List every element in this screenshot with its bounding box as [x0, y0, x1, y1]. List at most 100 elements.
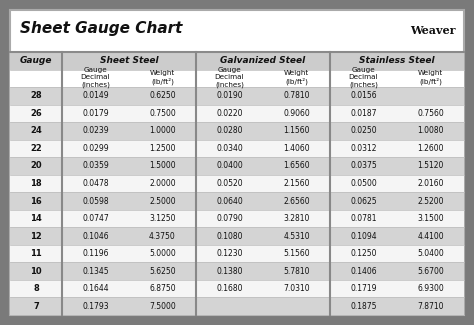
- Text: 16: 16: [30, 197, 42, 205]
- Text: 2.0160: 2.0160: [417, 179, 444, 188]
- Bar: [10, 122, 464, 140]
- Text: 0.0220: 0.0220: [216, 109, 243, 118]
- Text: Sheet Gauge Chart: Sheet Gauge Chart: [20, 21, 182, 36]
- Bar: [10, 175, 464, 192]
- Text: 6.9300: 6.9300: [417, 284, 444, 293]
- Text: 0.7560: 0.7560: [417, 109, 444, 118]
- Text: 3.2810: 3.2810: [283, 214, 310, 223]
- Text: 0.0280: 0.0280: [216, 126, 243, 136]
- Text: 5.6700: 5.6700: [417, 267, 444, 276]
- Text: 2.5200: 2.5200: [417, 197, 444, 205]
- Text: 12: 12: [30, 232, 42, 240]
- Text: 1.5000: 1.5000: [149, 162, 176, 171]
- Text: 0.1680: 0.1680: [216, 284, 243, 293]
- Text: 0.1345: 0.1345: [82, 267, 109, 276]
- Text: Gauge: Gauge: [20, 56, 52, 65]
- Text: 0.6250: 0.6250: [149, 91, 176, 100]
- Text: Weight
(lb/ft²): Weight (lb/ft²): [150, 70, 175, 85]
- Text: 2.6560: 2.6560: [283, 197, 310, 205]
- Text: 0.1644: 0.1644: [82, 284, 109, 293]
- Text: 0.0299: 0.0299: [82, 144, 109, 153]
- Text: 0.0478: 0.0478: [82, 179, 109, 188]
- Text: 5.0400: 5.0400: [417, 249, 444, 258]
- Text: 0.1250: 0.1250: [350, 249, 377, 258]
- Bar: [10, 140, 464, 157]
- Text: 20: 20: [30, 162, 42, 171]
- Text: Weaver: Weaver: [410, 25, 456, 36]
- Bar: [10, 262, 464, 280]
- Text: 0.1080: 0.1080: [216, 232, 243, 240]
- Text: 0.0359: 0.0359: [82, 162, 109, 171]
- Text: 0.9060: 0.9060: [283, 109, 310, 118]
- Text: 3.1500: 3.1500: [417, 214, 444, 223]
- Text: 7.5000: 7.5000: [149, 302, 176, 311]
- Text: 0.0187: 0.0187: [350, 109, 377, 118]
- Text: 1.0080: 1.0080: [417, 126, 444, 136]
- Bar: [10, 157, 464, 175]
- Text: 7.0310: 7.0310: [283, 284, 310, 293]
- Text: 0.0239: 0.0239: [82, 126, 109, 136]
- Text: Gauge
Decimal
(inches): Gauge Decimal (inches): [81, 67, 110, 88]
- Text: Sheet Steel: Sheet Steel: [100, 56, 158, 65]
- Text: 0.1719: 0.1719: [350, 284, 377, 293]
- Text: 4.5310: 4.5310: [283, 232, 310, 240]
- Text: 24: 24: [30, 126, 42, 136]
- Text: Gauge
Decimal
(inches): Gauge Decimal (inches): [215, 67, 244, 88]
- Text: Stainless Steel: Stainless Steel: [359, 56, 435, 65]
- Text: 0.0747: 0.0747: [82, 214, 109, 223]
- Text: 0.0250: 0.0250: [350, 126, 377, 136]
- Text: 0.1875: 0.1875: [350, 302, 377, 311]
- Text: 5.6250: 5.6250: [149, 267, 176, 276]
- Text: 8: 8: [33, 284, 39, 293]
- Text: 0.1094: 0.1094: [350, 232, 377, 240]
- Bar: [10, 87, 464, 105]
- Bar: [10, 105, 464, 122]
- Bar: [10, 192, 464, 210]
- Bar: [10, 227, 464, 245]
- Text: 11: 11: [30, 249, 42, 258]
- Text: 0.1380: 0.1380: [216, 267, 243, 276]
- Text: 0.0598: 0.0598: [82, 197, 109, 205]
- Text: 28: 28: [30, 91, 42, 100]
- Text: 0.0375: 0.0375: [350, 162, 377, 171]
- Text: 4.3750: 4.3750: [149, 232, 176, 240]
- Text: 5.0000: 5.0000: [149, 249, 176, 258]
- Text: 0.0500: 0.0500: [350, 179, 377, 188]
- Text: 4.4100: 4.4100: [417, 232, 444, 240]
- Text: 1.2500: 1.2500: [149, 144, 176, 153]
- Text: 1.0000: 1.0000: [149, 126, 176, 136]
- Text: 0.0340: 0.0340: [216, 144, 243, 153]
- Text: 0.7500: 0.7500: [149, 109, 176, 118]
- Text: 0.1230: 0.1230: [216, 249, 243, 258]
- Text: 26: 26: [30, 109, 42, 118]
- Text: 1.4060: 1.4060: [283, 144, 310, 153]
- Text: 0.0520: 0.0520: [216, 179, 243, 188]
- Text: 0.7810: 0.7810: [283, 91, 310, 100]
- Text: 10: 10: [30, 267, 42, 276]
- Text: 2.0000: 2.0000: [149, 179, 176, 188]
- Text: 1.6560: 1.6560: [283, 162, 310, 171]
- Text: 0.0625: 0.0625: [350, 197, 377, 205]
- Text: 14: 14: [30, 214, 42, 223]
- Bar: [10, 52, 464, 70]
- Text: 1.5120: 1.5120: [417, 162, 444, 171]
- Text: 18: 18: [30, 179, 42, 188]
- Text: Gauge
Decimal
(inches): Gauge Decimal (inches): [349, 67, 378, 88]
- Text: 0.0790: 0.0790: [216, 214, 243, 223]
- Text: 5.7810: 5.7810: [283, 267, 310, 276]
- Text: 22: 22: [30, 144, 42, 153]
- Bar: [10, 210, 464, 227]
- Text: Galvanized Steel: Galvanized Steel: [220, 56, 306, 65]
- Text: 0.0156: 0.0156: [350, 91, 377, 100]
- Bar: [10, 280, 464, 297]
- Text: 1.2600: 1.2600: [417, 144, 444, 153]
- Text: 0.0400: 0.0400: [216, 162, 243, 171]
- Text: 0.0149: 0.0149: [82, 91, 109, 100]
- Text: 0.1793: 0.1793: [82, 302, 109, 311]
- Text: 0.1046: 0.1046: [82, 232, 109, 240]
- Text: Weight
(lb/ft²): Weight (lb/ft²): [418, 70, 443, 85]
- Text: 7: 7: [33, 302, 39, 311]
- Bar: [10, 70, 464, 87]
- Text: 6.8750: 6.8750: [149, 284, 176, 293]
- Bar: [10, 297, 464, 315]
